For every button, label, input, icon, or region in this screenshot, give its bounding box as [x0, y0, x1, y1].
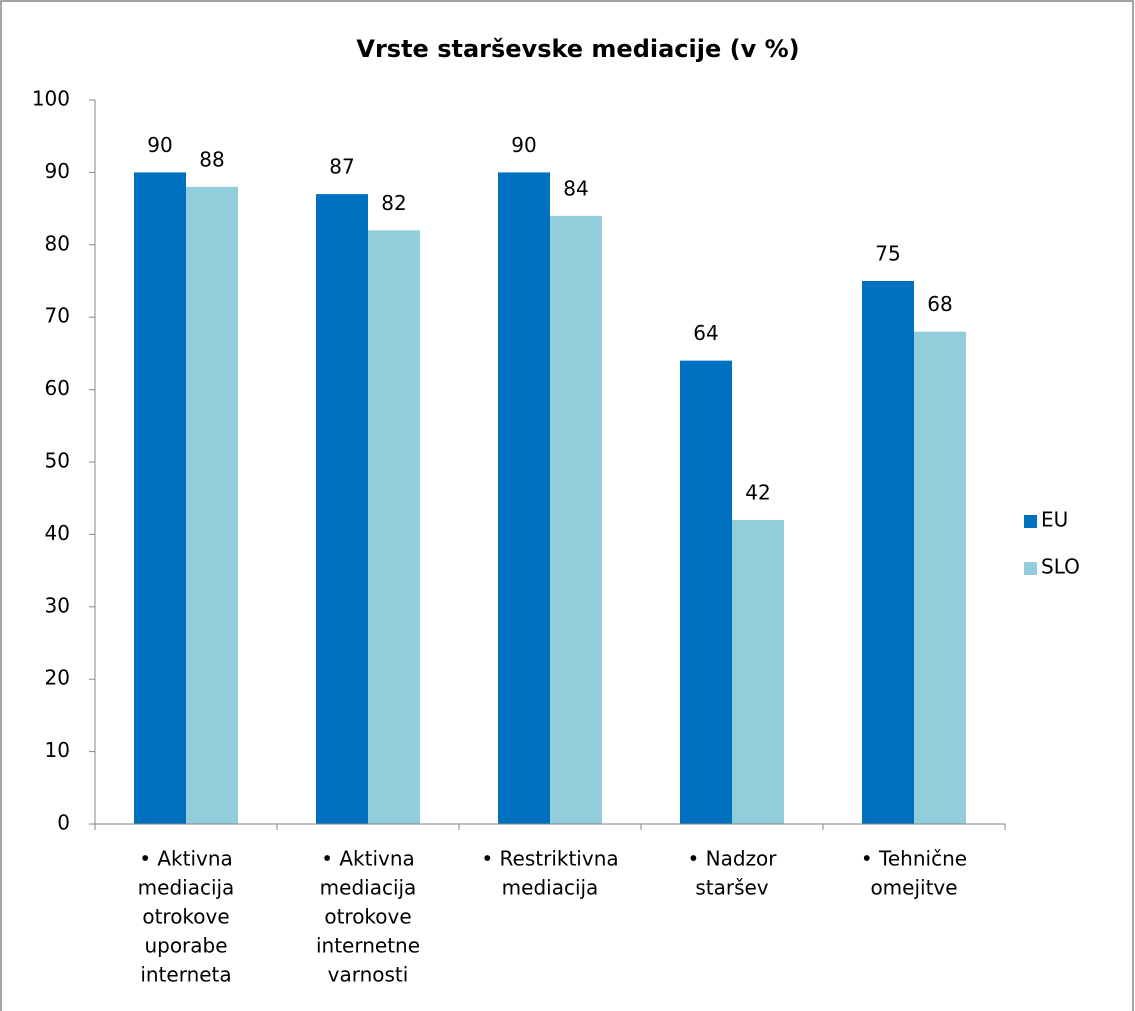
y-tick-label: 80 [45, 231, 70, 255]
x-tick-label: otrokove [142, 905, 229, 929]
data-label: 42 [745, 480, 770, 504]
y-tick-label: 10 [45, 738, 70, 762]
y-tick-label: 30 [45, 593, 70, 617]
data-label: 82 [381, 191, 406, 215]
bar [498, 172, 550, 824]
x-tick-label: mediacija [320, 876, 417, 900]
x-tick-label: internetne [316, 934, 420, 958]
y-tick-label: 70 [45, 304, 70, 328]
x-tick-label: • Nadzor [687, 847, 777, 871]
y-tick-label: 100 [32, 87, 70, 111]
bar [550, 215, 602, 825]
data-label: 84 [563, 176, 588, 200]
bar [134, 172, 186, 824]
x-tick-label: staršev [695, 876, 768, 900]
x-tick-label: mediacija [138, 876, 235, 900]
data-label: 87 [329, 155, 354, 179]
bar [680, 360, 732, 824]
bar [186, 186, 238, 824]
x-tick-label: uporabe [144, 934, 227, 958]
bar [368, 230, 420, 824]
x-tick-label: • Tehnične [861, 847, 967, 871]
data-label: 68 [927, 292, 952, 316]
data-label: 88 [199, 147, 224, 171]
bar [862, 281, 914, 824]
legend-swatch [1024, 562, 1037, 575]
bar [316, 194, 368, 824]
chart-title: Vrste starševske mediacije (v %) [356, 35, 799, 63]
bar [914, 331, 966, 824]
data-label: 75 [875, 242, 900, 266]
x-tick-label: • Aktivna [321, 847, 415, 871]
y-tick-label: 50 [45, 449, 70, 473]
legend-swatch [1024, 515, 1037, 528]
y-tick-label: 0 [57, 811, 70, 835]
x-tick-label: mediacija [502, 876, 599, 900]
x-tick-label: interneta [140, 963, 231, 987]
y-tick-label: 40 [45, 521, 70, 545]
x-tick-label: • Aktivna [139, 847, 233, 871]
y-tick-label: 20 [45, 666, 70, 690]
data-label: 64 [693, 321, 718, 345]
y-tick-label: 90 [45, 159, 70, 183]
legend-label: EU [1041, 508, 1068, 532]
y-tick-label: 60 [45, 376, 70, 400]
data-label: 90 [147, 133, 172, 157]
x-tick-label: otrokove [324, 905, 411, 929]
data-label: 90 [511, 133, 536, 157]
x-tick-label: varnosti [328, 963, 409, 987]
bar [732, 519, 784, 824]
legend-label: SLO [1041, 555, 1080, 579]
x-tick-label: omejitve [870, 876, 957, 900]
x-tick-label: • Restriktivna [481, 847, 618, 871]
